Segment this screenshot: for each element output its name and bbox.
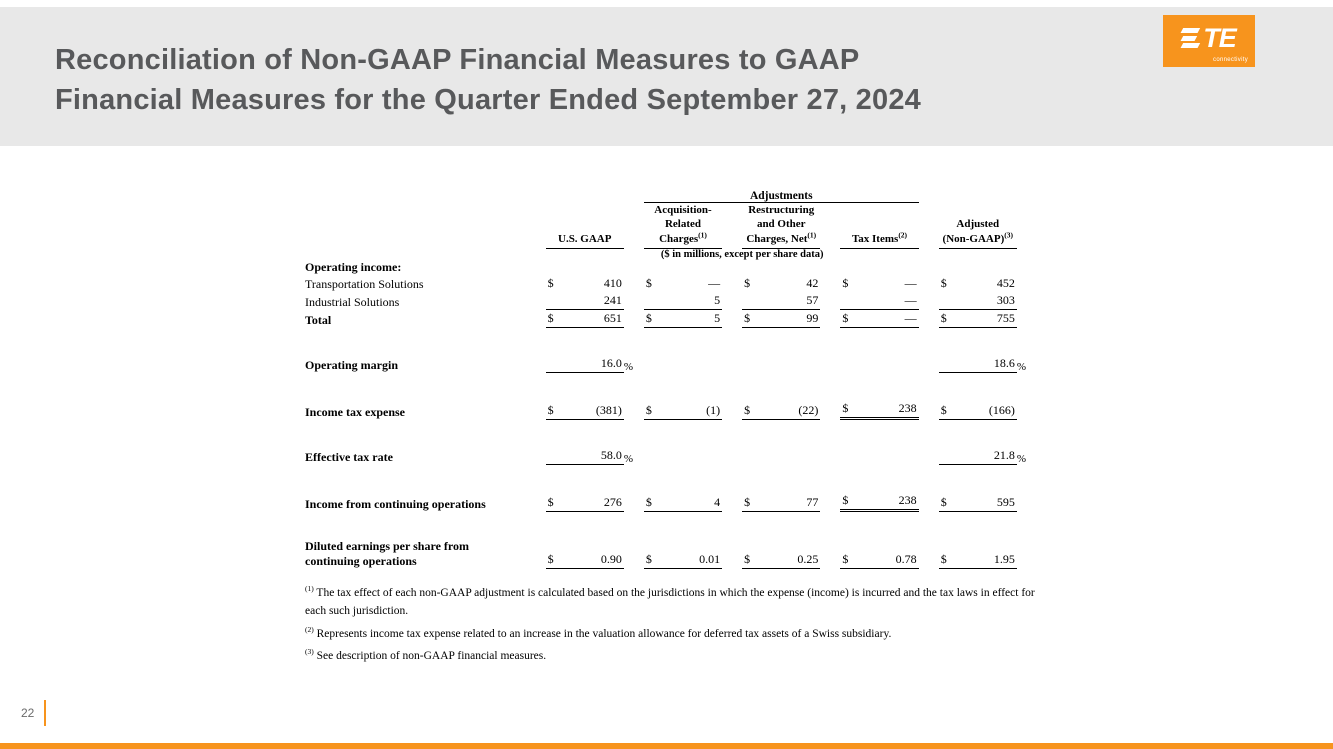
row-label: Effective tax rate (305, 449, 393, 464)
te-logo-tagline: connectivity (1213, 57, 1248, 63)
row-label: Diluted earnings per share from continuin… (305, 538, 469, 568)
row-label: Operating income: (305, 259, 402, 274)
amount-us-gaap: $651 (545, 310, 624, 328)
footnote-1: (1) The tax effect of each non-GAAP adju… (305, 584, 1035, 617)
page-number-divider (44, 700, 46, 726)
amount-adjusted: $1.95 (938, 551, 1017, 569)
row-transportation-solutions: Transportation Solutions $410 $ — $42 $ — … (305, 275, 1037, 292)
row-label: Income from continuing operations (305, 496, 486, 511)
amount-restructuring: $99 (742, 310, 821, 328)
reconciliation-table-area: Adjustments U.S. GAAP Acquisition- Relate… (305, 190, 1037, 671)
col-header-adjusted-non-gaap: Adjusted (Non-GAAP)(3) (938, 217, 1017, 249)
amount-adjusted: 303 (938, 292, 1017, 310)
spacer-row (305, 512, 1037, 539)
row-income-tax-expense: Income tax expense $ (381) $ (1) $ (22) $23… (305, 400, 1037, 420)
footnotes: (1) The tax effect of each non-GAAP adju… (305, 585, 1037, 666)
col-header-acquisition-charges: Acquisition- Related Charges(1) (643, 203, 723, 249)
row-label: Transportation Solutions (305, 276, 424, 291)
amount-acquisition: $ — (645, 275, 721, 290)
te-logo-bars-icon (1181, 28, 1201, 48)
amount-tax-items: $238 (840, 492, 919, 512)
units-note: ($ in millions, except per share data) (660, 248, 824, 260)
amount-restructuring: $42 (744, 275, 819, 290)
amount-us-gaap: $276 (545, 494, 624, 512)
row-industrial-solutions: Industrial Solutions 241 5 57 — 303 (305, 292, 1037, 310)
percent-sign: % (1016, 360, 1027, 373)
amount-restructuring: 57 (742, 292, 821, 310)
slide-title-line-1: Reconciliation of Non-GAAP Financial Mea… (55, 44, 860, 76)
amount-tax-items: $ — (840, 310, 919, 328)
amount-acquisition: 5 (643, 292, 723, 310)
header-band (0, 7, 1333, 146)
footnote-3: (3) See description of non-GAAP financia… (305, 647, 547, 663)
row-diluted-eps: Diluted earnings per share from continuin… (305, 539, 1037, 569)
amount-tax-items: — (840, 292, 919, 310)
row-label: Total (305, 312, 332, 327)
amount-us-gaap: $410 (547, 275, 622, 290)
col-header-restructuring-charges: Restructuring and Other Charges, Net(1) (742, 203, 821, 249)
amount-acquisition: $ (1) (643, 402, 723, 420)
page-number: 22 (21, 706, 35, 720)
slide-title-line-2: Financial Measures for the Quarter Ended… (55, 84, 921, 117)
amount-restructuring: $0.25 (742, 551, 821, 569)
amount-acquisition: $4 (643, 494, 723, 512)
amount-us-gaap: 58.0 (545, 447, 624, 465)
row-label: Income tax expense (305, 404, 405, 419)
amount-adjusted: 18.6 (938, 355, 1017, 373)
amount-us-gaap: $ (381) (545, 402, 624, 420)
row-income-from-continuing-operations: Income from continuing operations $276 $… (305, 492, 1037, 512)
row-operating-income-section: Operating income: (305, 260, 1037, 275)
amount-adjusted: 21.8 (938, 447, 1017, 465)
adjustments-label: Adjustments (643, 190, 919, 203)
spacer-row (305, 465, 1037, 492)
adjustments-header-row: Adjustments (305, 190, 1037, 203)
reconciliation-table: Adjustments U.S. GAAP Acquisition- Relate… (305, 190, 1037, 569)
row-total: Total $651 $5 $99 $ — $755 (305, 310, 1037, 328)
row-operating-margin: Operating margin 16.0% 18.6% (305, 355, 1037, 373)
amount-adjusted: $452 (940, 275, 1015, 290)
spacer-row (305, 328, 1037, 355)
percent-sign: % (623, 360, 634, 373)
amount-restructuring: $ (22) (742, 402, 821, 420)
amount-acquisition: $5 (643, 310, 723, 328)
amount-tax-items: $238 (840, 400, 919, 420)
slide-title: Reconciliation of Non-GAAP Financial Mea… (55, 40, 921, 120)
row-label: Operating margin (305, 357, 398, 372)
amount-tax-items: $ — (842, 275, 917, 290)
row-effective-tax-rate: Effective tax rate 58.0% 21.8% (305, 447, 1037, 465)
te-logo-text: TE (1203, 22, 1237, 53)
percent-sign: % (1016, 452, 1027, 465)
percent-sign: % (623, 452, 634, 465)
amount-acquisition: $0.01 (643, 551, 723, 569)
bottom-accent-bar (0, 743, 1333, 749)
amount-restructuring: $77 (742, 494, 821, 512)
col-header-us-gaap: U.S. GAAP (545, 232, 624, 249)
amount-tax-items: $0.78 (840, 551, 919, 569)
amount-adjusted: $755 (938, 310, 1017, 328)
amount-adjusted: $595 (938, 494, 1017, 512)
amount-adjusted: $ (166) (938, 402, 1017, 420)
amount-us-gaap: $0.90 (545, 551, 624, 569)
row-label: Industrial Solutions (305, 294, 400, 309)
te-connectivity-logo: TE connectivity (1163, 15, 1255, 67)
spacer-row (305, 373, 1037, 400)
footnote-2: (2) Represents income tax expense relate… (305, 624, 892, 640)
col-header-tax-items: Tax Items(2) (840, 231, 919, 249)
spacer-row (305, 420, 1037, 447)
column-headers-row: U.S. GAAP Acquisition- Related Charges(1) … (305, 203, 1037, 249)
amount-us-gaap: 16.0 (545, 355, 624, 373)
amount-us-gaap: 241 (545, 292, 624, 310)
units-row: ($ in millions, except per share data) (305, 249, 1037, 260)
